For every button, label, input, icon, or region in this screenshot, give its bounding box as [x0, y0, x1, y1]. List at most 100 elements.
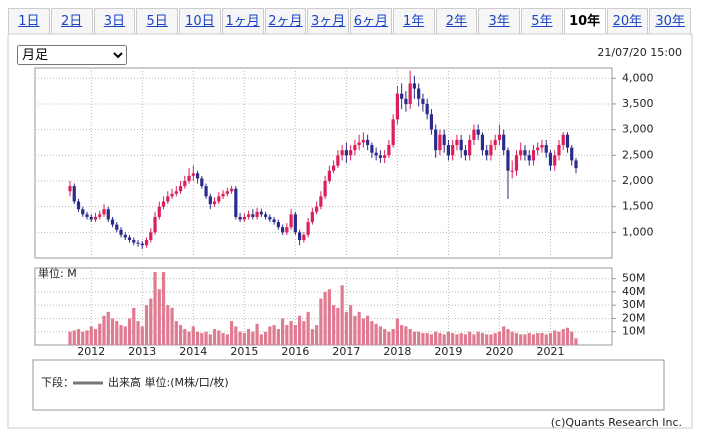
- candle-body: [404, 98, 408, 104]
- volume-bar: [281, 318, 285, 345]
- volume-bar: [157, 289, 161, 345]
- period-tab[interactable]: 5年: [521, 8, 563, 34]
- candle-body: [208, 196, 212, 205]
- candle-body: [459, 139, 463, 151]
- volume-bar: [476, 331, 480, 345]
- volume-bar: [531, 334, 536, 345]
- candle-body: [140, 243, 144, 246]
- volume-bar: [353, 315, 357, 345]
- volume-bar: [412, 331, 417, 345]
- period-tab[interactable]: 2日: [50, 8, 93, 34]
- volume-bar: [523, 334, 527, 345]
- volume-bar: [561, 329, 565, 345]
- period-tab[interactable]: 1日: [8, 8, 50, 34]
- period-tab[interactable]: 5日: [136, 8, 178, 34]
- candle-body: [153, 216, 157, 233]
- volume-bar: [557, 331, 561, 345]
- candle-body: [531, 150, 536, 161]
- candle-body: [178, 186, 183, 192]
- period-tab[interactable]: 1年: [392, 8, 435, 34]
- candle-body: [217, 196, 221, 202]
- volume-bar: [540, 333, 544, 345]
- candle-body: [302, 234, 306, 241]
- candle-body: [391, 119, 395, 146]
- period-tab[interactable]: 6ヶ月: [350, 8, 392, 34]
- volume-bar: [374, 323, 378, 345]
- period-tab[interactable]: 2年: [435, 8, 478, 34]
- period-tab[interactable]: 30年: [649, 8, 691, 34]
- y-tick-label: 2,000: [622, 174, 654, 187]
- volume-bar: [293, 325, 297, 345]
- volume-bar: [127, 318, 132, 345]
- candle-body: [132, 240, 136, 243]
- period-tab[interactable]: 10年: [563, 8, 606, 34]
- volume-bar: [506, 329, 510, 345]
- candle-body: [259, 211, 263, 215]
- volume-bar: [85, 330, 89, 345]
- candle-body: [195, 173, 200, 179]
- volume-bar: [263, 331, 268, 345]
- volume-bar: [553, 330, 557, 345]
- candle-body: [536, 147, 540, 151]
- candle-body: [438, 134, 442, 151]
- volume-bar: [527, 333, 531, 345]
- period-tab[interactable]: 10日: [179, 8, 221, 34]
- candle-body: [98, 214, 102, 217]
- volume-bar: [400, 325, 404, 345]
- candle-body: [293, 214, 297, 233]
- period-select[interactable]: 月足: [17, 45, 127, 65]
- credit: (c)Quants Research Inc.: [551, 416, 682, 429]
- candle-body: [357, 142, 361, 146]
- candle-body: [463, 150, 468, 156]
- candle-body: [361, 139, 365, 143]
- candle-body: [255, 211, 259, 217]
- volume-bar: [110, 318, 115, 345]
- y-tick-label: 20M: [622, 311, 646, 324]
- volume-bar: [344, 311, 348, 345]
- candle-body: [523, 150, 527, 156]
- period-tab[interactable]: 20年: [606, 8, 649, 34]
- volume-bar: [366, 315, 370, 345]
- candle-body: [191, 173, 195, 176]
- volume-bar: [174, 321, 178, 345]
- period-tab[interactable]: 3ヶ月: [307, 8, 349, 34]
- candle-body: [323, 180, 327, 197]
- period-tab[interactable]: 1ヶ月: [221, 8, 264, 34]
- candle-body: [170, 193, 174, 197]
- volume-bar: [404, 326, 408, 345]
- volume-bar: [208, 334, 212, 345]
- volume-bar: [76, 329, 81, 345]
- candle-body: [289, 214, 293, 228]
- volume-bar: [463, 334, 468, 345]
- candle-body: [221, 193, 225, 197]
- period-tab[interactable]: 3年: [478, 8, 520, 34]
- volume-bar: [455, 334, 459, 345]
- period-tab[interactable]: 3日: [93, 8, 136, 34]
- candle-body: [519, 150, 523, 156]
- y-tick-label: 4,000: [622, 71, 654, 84]
- candle-body: [272, 219, 276, 223]
- volume-bar: [259, 334, 263, 345]
- volume-bar: [98, 323, 102, 345]
- volume-bar: [140, 326, 144, 345]
- volume-bar: [332, 305, 336, 345]
- volume-bar: [459, 333, 463, 345]
- candle-body: [485, 150, 489, 156]
- volume-bar: [72, 330, 76, 345]
- candle-body: [225, 191, 229, 194]
- volume-bar: [225, 334, 229, 345]
- candle-body: [123, 234, 127, 238]
- volume-bar: [574, 338, 578, 345]
- candle-body: [366, 139, 370, 146]
- candle-body: [446, 145, 451, 156]
- candle-body: [378, 155, 382, 158]
- candle-body: [212, 201, 217, 205]
- period-tab[interactable]: 2ヶ月: [264, 8, 307, 34]
- candle-body: [327, 170, 331, 181]
- candle-body: [349, 150, 353, 156]
- candle-body: [340, 150, 344, 156]
- candle-body: [344, 150, 348, 156]
- volume-bar: [153, 271, 157, 345]
